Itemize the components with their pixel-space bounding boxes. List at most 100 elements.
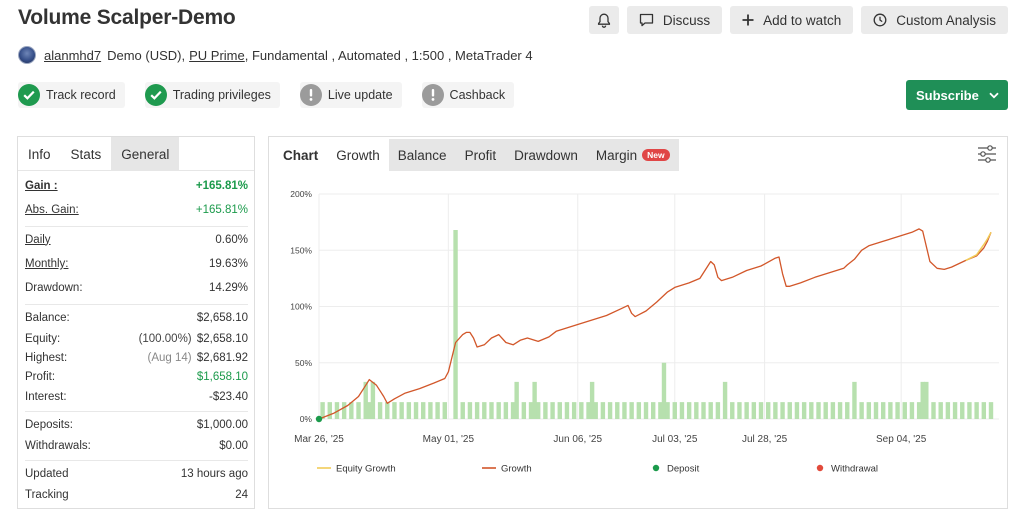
balance-label: Balance: — [25, 312, 70, 324]
legend-label: Deposit — [667, 464, 700, 475]
tab-info[interactable]: Info — [28, 146, 51, 162]
volume-bar — [981, 402, 987, 419]
tab-growth[interactable]: Growth — [327, 139, 389, 171]
volume-bar — [686, 402, 692, 419]
badge-label: Track record — [46, 88, 116, 102]
info-panel: Info Stats General Gain : +165.81% Abs. … — [17, 136, 255, 509]
username-link[interactable]: alanmhd7 — [44, 47, 102, 63]
monthly-label[interactable]: Monthly: — [25, 258, 69, 270]
growth-chart[interactable]: 0% 50% 100% 150% 200% Mar 26, '25 May 01, '25 J… — [269, 137, 1007, 508]
avatar[interactable] — [18, 46, 36, 64]
withdrawals-label: Withdrawals: — [25, 439, 91, 452]
y-tick-label: 50% — [295, 358, 312, 368]
volume-bar — [341, 402, 347, 419]
volume-bar — [787, 402, 792, 419]
volume-bar — [571, 402, 577, 419]
deposits-label: Deposits: — [25, 419, 73, 431]
volume-bar — [773, 402, 778, 419]
volume-bar — [909, 402, 915, 419]
custom-analysis-button[interactable]: Custom Analysis — [861, 6, 1008, 34]
volume-bar — [557, 402, 562, 419]
volume-bar — [643, 402, 649, 419]
tab-drawdown[interactable]: Drawdown — [505, 139, 587, 171]
y-tick-label: 100% — [290, 302, 312, 312]
notification-button[interactable] — [588, 6, 619, 34]
broker-link[interactable]: PU Prime — [189, 47, 245, 63]
x-tick-label: Jul 28, '25 — [742, 434, 788, 445]
volume-bar — [482, 402, 487, 419]
daily-value: 0.60% — [215, 233, 248, 246]
discuss-button[interactable]: Discuss — [626, 6, 723, 34]
legend-label: Withdrawal — [831, 464, 878, 475]
stat-row-highest: Highest: (Aug 14) $2,681.92 — [25, 348, 248, 367]
stat-row-daily: Daily 0.60% — [25, 227, 248, 252]
volume-bar — [363, 381, 368, 419]
volume-bar — [672, 402, 677, 419]
tab-general[interactable]: General — [111, 137, 180, 171]
volume-bar — [866, 402, 872, 419]
abs-gain-value: +165.81% — [195, 204, 248, 216]
tab-stats[interactable]: Stats — [70, 146, 102, 162]
volume-bar — [852, 381, 857, 419]
volume-bar — [730, 402, 735, 419]
volume-bar — [615, 402, 620, 419]
volume-bar — [931, 402, 936, 419]
badge-live-update[interactable]: Live update — [299, 82, 402, 108]
tab-balance[interactable]: Balance — [388, 139, 456, 171]
volume-bar — [873, 402, 879, 419]
volume-bar — [413, 402, 419, 419]
volume-bar — [496, 402, 501, 419]
check-circle-icon — [18, 84, 40, 106]
volume-bar — [421, 402, 426, 419]
volume-bar — [679, 402, 685, 419]
abs-gain-label[interactable]: Abs. Gain: — [25, 204, 79, 216]
bell-icon — [597, 13, 610, 28]
volume-bar — [586, 402, 591, 419]
volume-bar — [960, 402, 965, 419]
gain-label[interactable]: Gain : — [25, 180, 58, 192]
volume-bar — [327, 402, 332, 419]
stat-row-monthly: Monthly: 19.63% — [25, 252, 248, 276]
legend-swatch — [652, 464, 660, 472]
volume-bar — [589, 381, 595, 419]
volume-bar — [579, 402, 584, 419]
volume-bar — [392, 402, 397, 419]
badge-cashback[interactable]: Cashback — [421, 82, 515, 108]
stat-row-tracking: Tracking 24 — [25, 485, 248, 504]
y-tick-label: 200% — [290, 189, 312, 199]
tab-chart[interactable]: Chart — [283, 147, 319, 163]
volume-bar — [467, 402, 473, 419]
equity-value: $2,658.10 — [196, 332, 248, 345]
volume-bar — [708, 402, 713, 419]
volume-bar — [550, 402, 555, 419]
volume-bar — [435, 402, 440, 419]
volume-bar — [737, 402, 742, 419]
add-to-watch-button[interactable]: Add to watch — [730, 6, 854, 34]
balance-value: $2,658.10 — [196, 312, 248, 324]
discuss-label: Discuss — [662, 12, 711, 28]
volume-bar — [564, 402, 570, 419]
volume-bar — [503, 402, 509, 419]
tab-margin[interactable]: Margin New — [586, 139, 679, 171]
badge-label: Trading privileges — [172, 88, 271, 102]
chevron-down-icon[interactable] — [980, 80, 1008, 110]
account-details: , Fundamental , Automated , 1:500 , Meta… — [244, 47, 533, 63]
daily-label[interactable]: Daily — [25, 233, 51, 246]
volume-bar — [622, 402, 627, 419]
tab-profit[interactable]: Profit — [455, 139, 506, 171]
exclamation-circle-icon — [299, 84, 322, 106]
volume-bar — [880, 402, 886, 419]
chart-settings-icon[interactable] — [977, 145, 997, 168]
profit-label: Profit: — [25, 371, 56, 383]
volume-bar — [715, 402, 721, 419]
divider — [25, 226, 248, 227]
highest-date: (Aug 14) — [147, 351, 192, 364]
badge-track-record[interactable]: Track record — [18, 82, 125, 108]
volume-bar — [532, 381, 537, 419]
badge-trading-privileges[interactable]: Trading privileges — [144, 82, 280, 108]
volume-bar — [938, 402, 943, 419]
volume-bar — [816, 402, 821, 419]
subscribe-button[interactable]: Subscribe — [906, 80, 1008, 110]
top-actions: Discuss Add to watch Custom Analysis — [588, 6, 1008, 34]
interest-label: Interest: — [25, 390, 67, 403]
